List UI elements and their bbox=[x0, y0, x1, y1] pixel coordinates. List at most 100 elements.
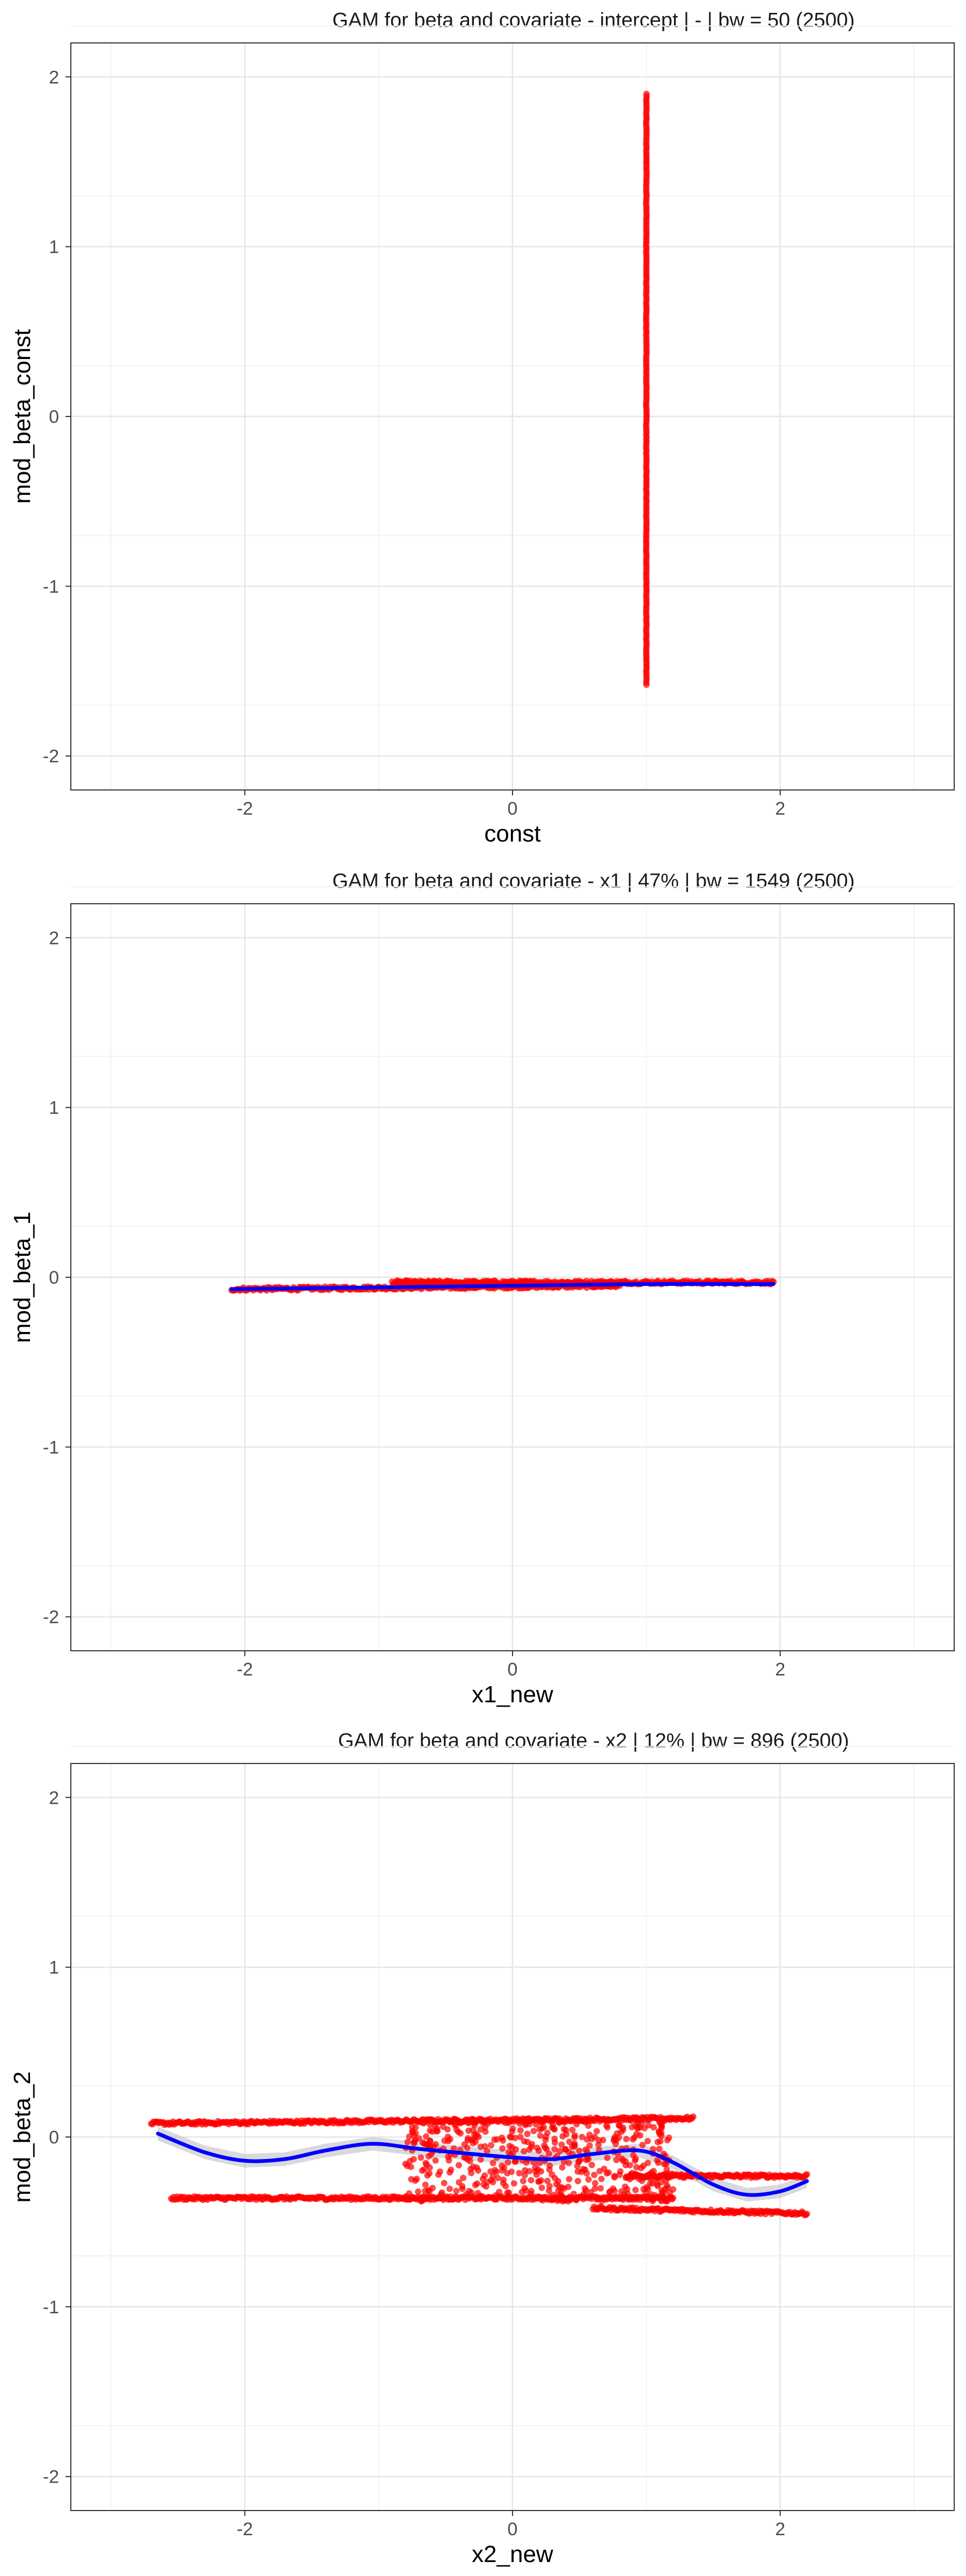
data-point bbox=[521, 2138, 528, 2145]
data-point bbox=[499, 2145, 506, 2152]
x-tick-label: -2 bbox=[237, 2519, 253, 2540]
data-point bbox=[658, 2121, 665, 2128]
data-point bbox=[480, 2181, 487, 2188]
data-point bbox=[448, 2167, 455, 2174]
data-point bbox=[426, 2187, 433, 2194]
data-point bbox=[451, 2120, 458, 2127]
data-point bbox=[505, 2119, 512, 2126]
data-point bbox=[524, 2131, 531, 2138]
y-tick-label: -1 bbox=[43, 576, 59, 597]
data-point bbox=[551, 2139, 558, 2146]
panel-x1: GAM for beta and covariate - x1 | 47% | … bbox=[9, 870, 955, 1708]
data-point bbox=[593, 2128, 600, 2135]
data-point bbox=[579, 2133, 586, 2140]
data-point bbox=[576, 2147, 583, 2154]
data-point bbox=[588, 2189, 595, 2196]
data-point bbox=[487, 2142, 494, 2149]
data-point bbox=[559, 2133, 566, 2140]
data-point bbox=[591, 2133, 598, 2140]
data-point bbox=[654, 2174, 661, 2181]
data-point bbox=[441, 2179, 448, 2186]
data-point bbox=[623, 2135, 630, 2142]
data-point bbox=[426, 2164, 433, 2171]
data-point bbox=[467, 2165, 474, 2172]
data-point bbox=[530, 2127, 537, 2134]
data-point bbox=[551, 2146, 558, 2153]
data-point bbox=[542, 2136, 549, 2143]
data-point bbox=[420, 2120, 427, 2127]
data-point bbox=[663, 2177, 670, 2184]
x-tick-label: 2 bbox=[775, 2519, 785, 2540]
data-point bbox=[617, 2195, 624, 2202]
y-tick-label: 1 bbox=[49, 1958, 59, 1978]
data-point bbox=[550, 2121, 557, 2128]
data-point bbox=[561, 2197, 568, 2204]
y-tick-label: 0 bbox=[49, 1268, 59, 1288]
data-point bbox=[598, 2176, 605, 2183]
data-point bbox=[488, 2177, 495, 2184]
data-point bbox=[586, 2142, 593, 2149]
data-point bbox=[585, 2122, 592, 2129]
data-point bbox=[538, 2119, 545, 2126]
data-point bbox=[481, 2143, 488, 2150]
data-point bbox=[551, 2192, 558, 2199]
data-point bbox=[574, 2194, 581, 2201]
data-point bbox=[643, 2193, 650, 2200]
data-point bbox=[597, 2185, 604, 2192]
data-point bbox=[533, 2171, 540, 2178]
data-point bbox=[803, 2211, 810, 2218]
data-point bbox=[422, 2182, 429, 2189]
data-point bbox=[621, 2191, 628, 2198]
data-point bbox=[511, 2158, 518, 2165]
data-point bbox=[581, 2193, 588, 2200]
data-point bbox=[435, 2118, 442, 2125]
y-tick-label: -1 bbox=[43, 1437, 59, 1458]
data-point bbox=[527, 2191, 534, 2198]
data-point bbox=[493, 2192, 500, 2199]
x-tick-label: -2 bbox=[237, 799, 253, 819]
data-point bbox=[556, 2118, 563, 2125]
data-point bbox=[453, 2187, 460, 2194]
data-point bbox=[632, 2155, 639, 2162]
data-point bbox=[516, 2170, 523, 2177]
data-point bbox=[415, 2188, 422, 2195]
data-point bbox=[582, 2187, 589, 2194]
data-point bbox=[652, 2192, 658, 2199]
panel-intercept: GAM for beta and covariate - intercept |… bbox=[9, 9, 955, 847]
gam-smooth-line bbox=[156, 2132, 809, 2197]
x-tick-label: 2 bbox=[775, 1659, 785, 1680]
y-tick-label: 1 bbox=[49, 237, 59, 258]
chart-title: GAM for beta and covariate - x1 | 47% | … bbox=[332, 870, 854, 892]
data-point bbox=[654, 2183, 661, 2190]
data-point bbox=[407, 2163, 414, 2170]
data-point bbox=[532, 2121, 539, 2128]
data-point bbox=[465, 2120, 472, 2127]
data-point bbox=[616, 2134, 623, 2141]
data-point bbox=[481, 2124, 488, 2131]
data-point bbox=[544, 2129, 551, 2136]
data-point bbox=[516, 2120, 523, 2127]
data-point bbox=[656, 2146, 663, 2153]
data-point bbox=[538, 2168, 545, 2175]
data-point bbox=[571, 2140, 578, 2147]
data-point bbox=[470, 2140, 477, 2147]
data-point bbox=[437, 2191, 444, 2198]
data-point bbox=[611, 2172, 618, 2179]
data-point bbox=[557, 2148, 564, 2155]
data-point bbox=[428, 2151, 435, 2158]
data-point bbox=[455, 2162, 462, 2169]
data-point bbox=[585, 2176, 592, 2183]
data-point bbox=[566, 2176, 573, 2183]
data-point bbox=[473, 2131, 480, 2138]
data-point bbox=[626, 2162, 633, 2169]
data-point bbox=[610, 2185, 617, 2192]
data-point bbox=[415, 2135, 422, 2142]
data-point bbox=[574, 2168, 581, 2175]
data-point bbox=[446, 2118, 453, 2125]
data-point bbox=[406, 2190, 413, 2197]
data-point bbox=[591, 2180, 598, 2187]
y-axis-label: mod_beta_const bbox=[9, 329, 35, 503]
data-point bbox=[518, 2189, 525, 2196]
data-point bbox=[509, 2144, 516, 2151]
data-point bbox=[432, 2157, 439, 2164]
